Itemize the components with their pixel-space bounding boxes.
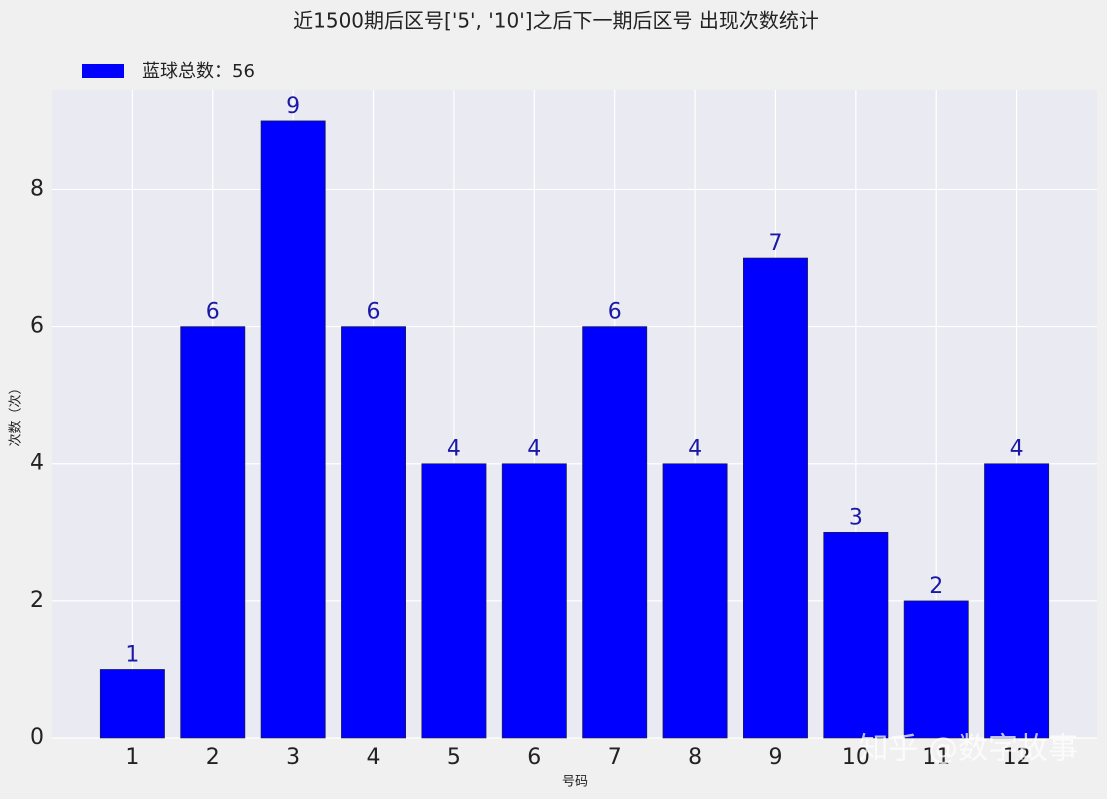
y-tick-label: 2 — [30, 588, 44, 613]
x-tick-label: 4 — [367, 745, 381, 770]
data-label: 1 — [125, 642, 139, 667]
data-label: 6 — [367, 300, 381, 325]
x-axis-label: 号码 — [562, 775, 588, 790]
watermark: 知乎 @数字故事 — [858, 732, 1078, 767]
data-label: 6 — [608, 300, 622, 325]
bar — [582, 326, 648, 739]
data-label: 4 — [527, 437, 541, 462]
bar — [501, 463, 567, 739]
x-tick-label: 7 — [608, 745, 622, 770]
bar — [99, 669, 165, 739]
x-tick-label: 6 — [527, 745, 541, 770]
x-tick-label: 3 — [286, 745, 300, 770]
data-label: 4 — [688, 437, 702, 462]
y-tick-label: 0 — [30, 725, 44, 750]
data-label: 2 — [929, 574, 943, 599]
x-tick-label: 8 — [688, 745, 702, 770]
x-tick-label: 10 — [842, 745, 870, 770]
x-tick-label: 12 — [1003, 745, 1031, 770]
bar — [743, 257, 808, 739]
x-tick-label: 5 — [447, 745, 461, 770]
bar — [421, 463, 487, 739]
x-tick-label: 11 — [922, 745, 950, 770]
x-tick-label: 9 — [768, 745, 782, 770]
data-label: 4 — [447, 437, 461, 462]
legend-swatch — [82, 64, 124, 78]
bar — [341, 326, 406, 739]
data-label: 7 — [768, 231, 782, 256]
bar — [823, 531, 889, 739]
bar — [903, 600, 969, 739]
legend-label: 蓝球总数：56 — [142, 61, 255, 82]
bar — [984, 463, 1050, 739]
x-tick-label: 1 — [125, 745, 139, 770]
y-tick-label: 6 — [30, 314, 44, 339]
data-label: 6 — [206, 300, 220, 325]
x-tick-label: 2 — [206, 745, 220, 770]
chart-title: 近1500期后区号['5', '10']之后下一期后区号 出现次数统计 — [293, 9, 819, 33]
data-label: 9 — [286, 94, 300, 119]
data-label: 4 — [1010, 437, 1024, 462]
bar — [260, 120, 326, 739]
data-label: 3 — [849, 505, 863, 530]
y-tick-label: 8 — [30, 176, 44, 201]
y-axis-label: 次数（次） — [8, 381, 24, 446]
bar — [180, 326, 246, 739]
bar — [662, 463, 728, 739]
y-tick-label: 4 — [30, 451, 44, 476]
